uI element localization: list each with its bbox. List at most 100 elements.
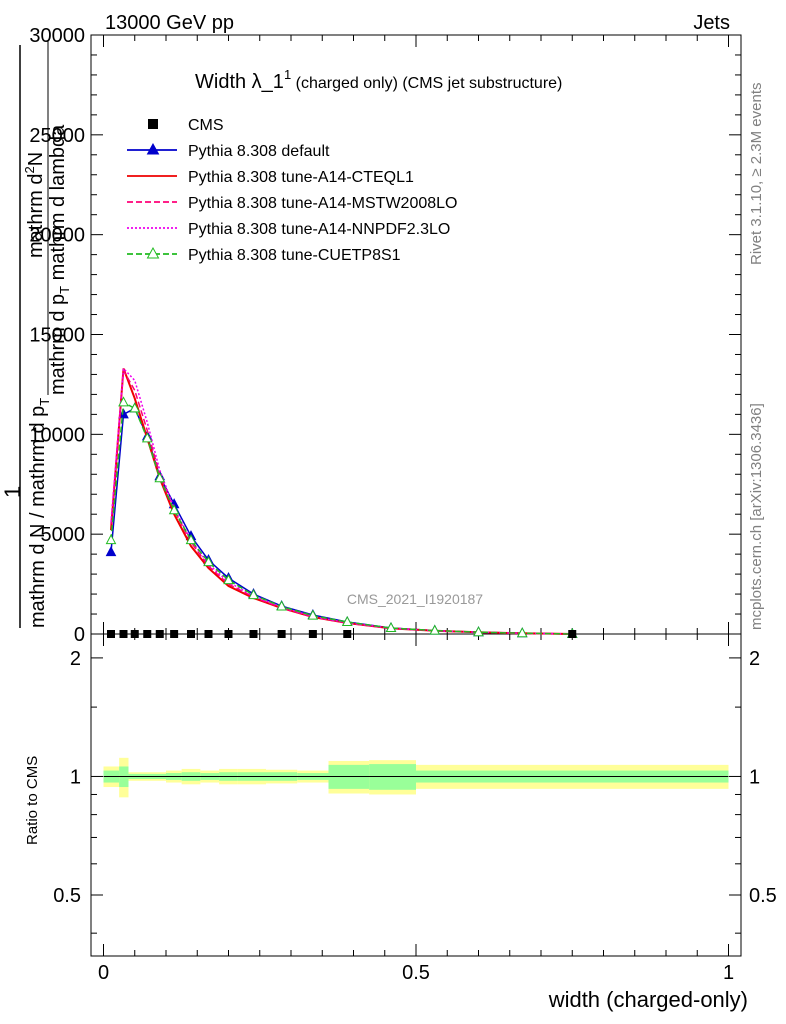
series-marker <box>341 615 353 627</box>
ylabel-numerator-d2n: mathrm d2N <box>22 152 47 258</box>
plot-title: Width λ_11 (charged only) (CMS jet subst… <box>195 67 562 93</box>
main-y-tick-label: 15000 <box>29 325 85 347</box>
ylabel-dpt-sub: T <box>57 286 72 294</box>
series-marker <box>105 546 117 557</box>
legend-marker-triangle <box>146 142 160 155</box>
x-tick-labels: 0 0.5 1 <box>98 962 734 984</box>
ratio-y-tick-label: 1 <box>70 766 81 788</box>
cms-data-point <box>249 630 258 638</box>
ratio-bands <box>103 757 729 798</box>
main-y-tick-label: 5000 <box>41 524 86 546</box>
cms-data-point <box>119 630 128 638</box>
series-marker <box>154 472 166 483</box>
x-tick-label: 0 <box>98 962 109 984</box>
rivet-label: Rivet 3.1.10, ≥ 2.3M events <box>748 83 765 266</box>
legend: CMS Pythia 8.308 default Pythia 8.308 tune… <box>127 117 457 264</box>
ratio-y-axis-label: Ratio to CMS <box>24 756 41 845</box>
series-marker <box>168 504 180 515</box>
ylabel-denominator-text: mathrm d N / mathrm d p <box>27 406 49 628</box>
plot-title-sup: 1 <box>284 67 291 82</box>
cms-data-point <box>224 630 233 638</box>
series-marker <box>105 534 117 545</box>
series-marker <box>118 396 129 407</box>
legend-entry: Pythia 8.308 tune-A14-CTEQL1 <box>127 169 414 186</box>
cms-data-point <box>130 630 139 638</box>
plot-title-sub: (charged only) (CMS jet substructure) <box>291 75 562 92</box>
header-jets: Jets <box>693 12 730 34</box>
legend-entry: CMS <box>148 117 224 134</box>
x-axis-label: width (charged-only) <box>548 987 748 1012</box>
header-energy: 13000 GeV pp <box>105 12 234 34</box>
legend-label: Pythia 8.308 tune-A14-CTEQL1 <box>188 169 414 186</box>
ylabel-numerator-d: mathrm d <box>25 174 47 258</box>
legend-label: Pythia 8.308 tune-CUETP8S1 <box>188 247 401 264</box>
ylabel-dlambda: mathrm d lambda <box>47 124 69 286</box>
x-tick-label: 0.5 <box>402 962 430 984</box>
series-marker <box>307 609 319 620</box>
series-marker <box>141 432 153 443</box>
ratio-axis-ticks <box>91 634 741 956</box>
series-layer <box>105 366 578 638</box>
ylabel-denominator: mathrm d N / mathrm d pT <box>27 398 52 628</box>
main-y-tick-label: 25000 <box>29 125 85 147</box>
cms-data-point <box>143 630 152 638</box>
legend-marker-triangle <box>146 246 160 259</box>
cms-data-point <box>568 630 577 638</box>
cms-data-point <box>277 630 286 638</box>
series-marker <box>203 556 214 567</box>
ylabel-numerator-n: N <box>25 152 47 166</box>
main-y-tick-label: 20000 <box>29 225 85 247</box>
ylabel-dpt-text: mathrm d p <box>47 294 69 395</box>
main-y-tick-label: 30000 <box>29 25 85 47</box>
ylabel-denominator-sub: T <box>37 398 52 406</box>
main-y-tick-label: 0 <box>74 624 85 646</box>
ylabel-one: 1 <box>0 486 25 498</box>
cms-data-point <box>204 630 213 638</box>
main-y-axis-label: 1 mathrm d N / mathrm d pT mathrm d2N ma… <box>0 40 72 628</box>
cms-data-point <box>170 630 179 638</box>
ratio-y-tick-label-right: 1 <box>749 766 760 788</box>
series-marker <box>248 588 259 600</box>
legend-marker-square <box>148 119 158 129</box>
cms-data-point <box>107 630 115 638</box>
x-tick-label: 1 <box>723 962 734 984</box>
analysis-watermark: CMS_2021_I1920187 <box>347 591 483 607</box>
ratio-y-tick-label-right: 2 <box>749 648 760 670</box>
series-line <box>110 401 573 635</box>
legend-label: Pythia 8.308 tune-A14-NNPDF2.3LO <box>188 221 450 238</box>
legend-entry: Pythia 8.308 default <box>127 142 330 160</box>
cms-data-point <box>308 630 317 638</box>
series-marker <box>185 534 197 545</box>
ratio-y-tick-label: 2 <box>70 648 81 670</box>
series-marker <box>473 626 484 637</box>
series-line <box>110 368 573 635</box>
legend-entry: Pythia 8.308 tune-A14-MSTW2008LO <box>127 195 457 212</box>
series-marker <box>385 621 397 633</box>
series-marker <box>118 408 129 419</box>
ylabel-numerator-dpt: mathrm d pT mathrm d lambda <box>47 124 72 395</box>
series-marker <box>129 402 141 413</box>
legend-label: Pythia 8.308 tune-A14-MSTW2008LO <box>188 195 457 212</box>
series-marker <box>276 600 287 611</box>
main-axis-ticks <box>91 34 741 635</box>
legend-label: Pythia 8.308 default <box>188 143 330 160</box>
series-line <box>110 366 573 635</box>
cms-data-point <box>155 630 164 638</box>
legend-entry: Pythia 8.308 tune-A14-NNPDF2.3LO <box>127 221 450 238</box>
ratio-plot-frame <box>90 633 742 957</box>
legend-label: CMS <box>188 117 224 134</box>
plot-title-main: Width λ_1 <box>195 71 284 93</box>
legend-entry: Pythia 8.308 tune-CUETP8S1 <box>127 246 401 264</box>
series-marker <box>429 624 441 635</box>
series-line <box>110 367 573 635</box>
ratio-y-tick-label: 0.5 <box>53 885 81 907</box>
main-y-tick-label: 10000 <box>29 424 85 446</box>
series-marker <box>516 627 528 638</box>
ylabel-numerator-sup: 2 <box>22 166 37 173</box>
main-y-tick-labels: 0 5000 10000 15000 20000 25000 30000 <box>29 25 85 646</box>
cms-data-point <box>343 630 352 638</box>
data-points-layer <box>107 630 577 638</box>
mcplots-label: mcplots.cern.ch [arXiv:1306.3436] <box>748 403 765 630</box>
cms-data-point <box>187 630 195 638</box>
